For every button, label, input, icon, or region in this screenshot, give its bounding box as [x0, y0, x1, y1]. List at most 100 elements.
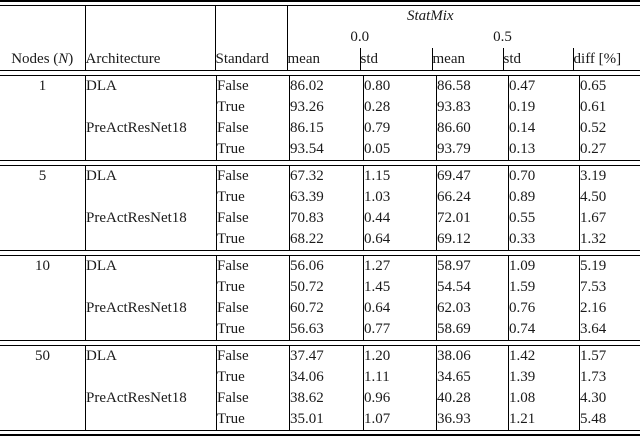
table-header: StatMix 0.0 0.5 Nodes (N) Architecture S… — [0, 6, 640, 70]
nodes-cell — [0, 319, 86, 340]
col-header-standard: Standard — [215, 48, 287, 70]
diff-cell: 1.57 — [580, 346, 640, 367]
nodes-cell — [0, 139, 86, 160]
std-00-cell: 0.64 — [364, 229, 437, 250]
mean-05-cell: 86.58 — [437, 76, 509, 97]
statmix-05-header: 0.5 — [432, 27, 573, 48]
mean-00-cell: 63.39 — [290, 187, 364, 208]
std-00-cell: 1.07 — [364, 409, 437, 430]
mean-05-cell: 38.06 — [437, 346, 509, 367]
mean-00-cell: 37.47 — [290, 346, 364, 367]
mean-05-cell: 58.69 — [437, 319, 509, 340]
mean-05-cell: 34.65 — [437, 367, 509, 388]
mean-05-cell: 72.01 — [437, 208, 509, 229]
std-00-cell: 0.44 — [364, 208, 437, 229]
mean-00-cell: 38.62 — [290, 388, 364, 409]
diff-cell: 4.50 — [580, 187, 640, 208]
col-header-std-05: std — [503, 48, 573, 70]
mean-05-cell: 93.79 — [437, 139, 509, 160]
col-header-nodes: Nodes (N) — [0, 48, 85, 70]
mean-00-cell: 56.63 — [290, 319, 364, 340]
mean-00-cell: 67.32 — [290, 166, 364, 187]
header-row-sublevels: 0.0 0.5 — [0, 27, 640, 48]
mean-00-cell: 34.06 — [290, 367, 364, 388]
std-00-cell: 0.28 — [364, 97, 437, 118]
standard-cell: False — [217, 346, 290, 367]
architecture-cell — [86, 187, 217, 208]
statmix-label: StatMix — [407, 8, 454, 24]
col-header-std-00: std — [360, 48, 432, 70]
header-spacer — [0, 6, 85, 27]
diff-cell: 3.64 — [580, 319, 640, 340]
nodes-cell — [0, 277, 86, 298]
standard-cell: True — [217, 187, 290, 208]
std-05-cell: 1.39 — [509, 367, 580, 388]
std-00-cell: 1.45 — [364, 277, 437, 298]
mean-05-cell: 54.54 — [437, 277, 509, 298]
std-05-cell: 0.13 — [509, 139, 580, 160]
std-00-cell: 1.27 — [364, 256, 437, 277]
mean-00-cell: 68.22 — [290, 229, 364, 250]
header-spacer — [85, 27, 215, 48]
std-05-cell: 1.59 — [509, 277, 580, 298]
diff-cell: 5.19 — [580, 256, 640, 277]
std-05-cell: 0.70 — [509, 166, 580, 187]
header-row-statmix: StatMix — [0, 6, 640, 27]
nodes-cell: 5 — [0, 166, 86, 187]
standard-cell: False — [217, 118, 290, 139]
std-05-cell: 0.55 — [509, 208, 580, 229]
architecture-cell: PreActResNet18 — [86, 208, 217, 229]
diff-cell: 1.67 — [580, 208, 640, 229]
standard-cell: True — [217, 409, 290, 430]
diff-cell: 0.65 — [580, 76, 640, 97]
nodes-cell — [0, 97, 86, 118]
col-header-architecture: Architecture — [85, 48, 215, 70]
mean-05-cell: 69.47 — [437, 166, 509, 187]
standard-cell: True — [217, 367, 290, 388]
nodes-cell: 10 — [0, 256, 86, 277]
diff-cell: 0.52 — [580, 118, 640, 139]
std-00-cell: 0.80 — [364, 76, 437, 97]
mean-00-cell: 56.06 — [290, 256, 364, 277]
bottom-rule — [0, 430, 640, 436]
mean-05-cell: 69.12 — [437, 229, 509, 250]
standard-cell: True — [217, 139, 290, 160]
std-05-cell: 0.76 — [509, 298, 580, 319]
mean-00-cell: 50.72 — [290, 277, 364, 298]
nodes-cell — [0, 208, 86, 229]
architecture-cell: DLA — [86, 166, 217, 187]
diff-cell: 2.16 — [580, 298, 640, 319]
std-00-cell: 1.15 — [364, 166, 437, 187]
header-row-columns: Nodes (N) Architecture Standard mean std… — [0, 48, 640, 70]
std-00-cell: 0.79 — [364, 118, 437, 139]
header-spacer — [573, 27, 640, 48]
std-00-cell: 0.05 — [364, 139, 437, 160]
nodes-cell — [0, 388, 86, 409]
diff-cell: 0.61 — [580, 97, 640, 118]
col-header-diff: diff [%] — [573, 48, 640, 70]
architecture-cell — [86, 229, 217, 250]
std-05-cell: 1.08 — [509, 388, 580, 409]
architecture-cell: DLA — [86, 76, 217, 97]
architecture-cell: DLA — [86, 346, 217, 367]
nodes-cell: 1 — [0, 76, 86, 97]
std-00-cell: 0.96 — [364, 388, 437, 409]
std-05-cell: 0.19 — [509, 97, 580, 118]
std-00-cell: 0.64 — [364, 298, 437, 319]
header-spacer — [215, 6, 287, 27]
mean-05-cell: 86.60 — [437, 118, 509, 139]
